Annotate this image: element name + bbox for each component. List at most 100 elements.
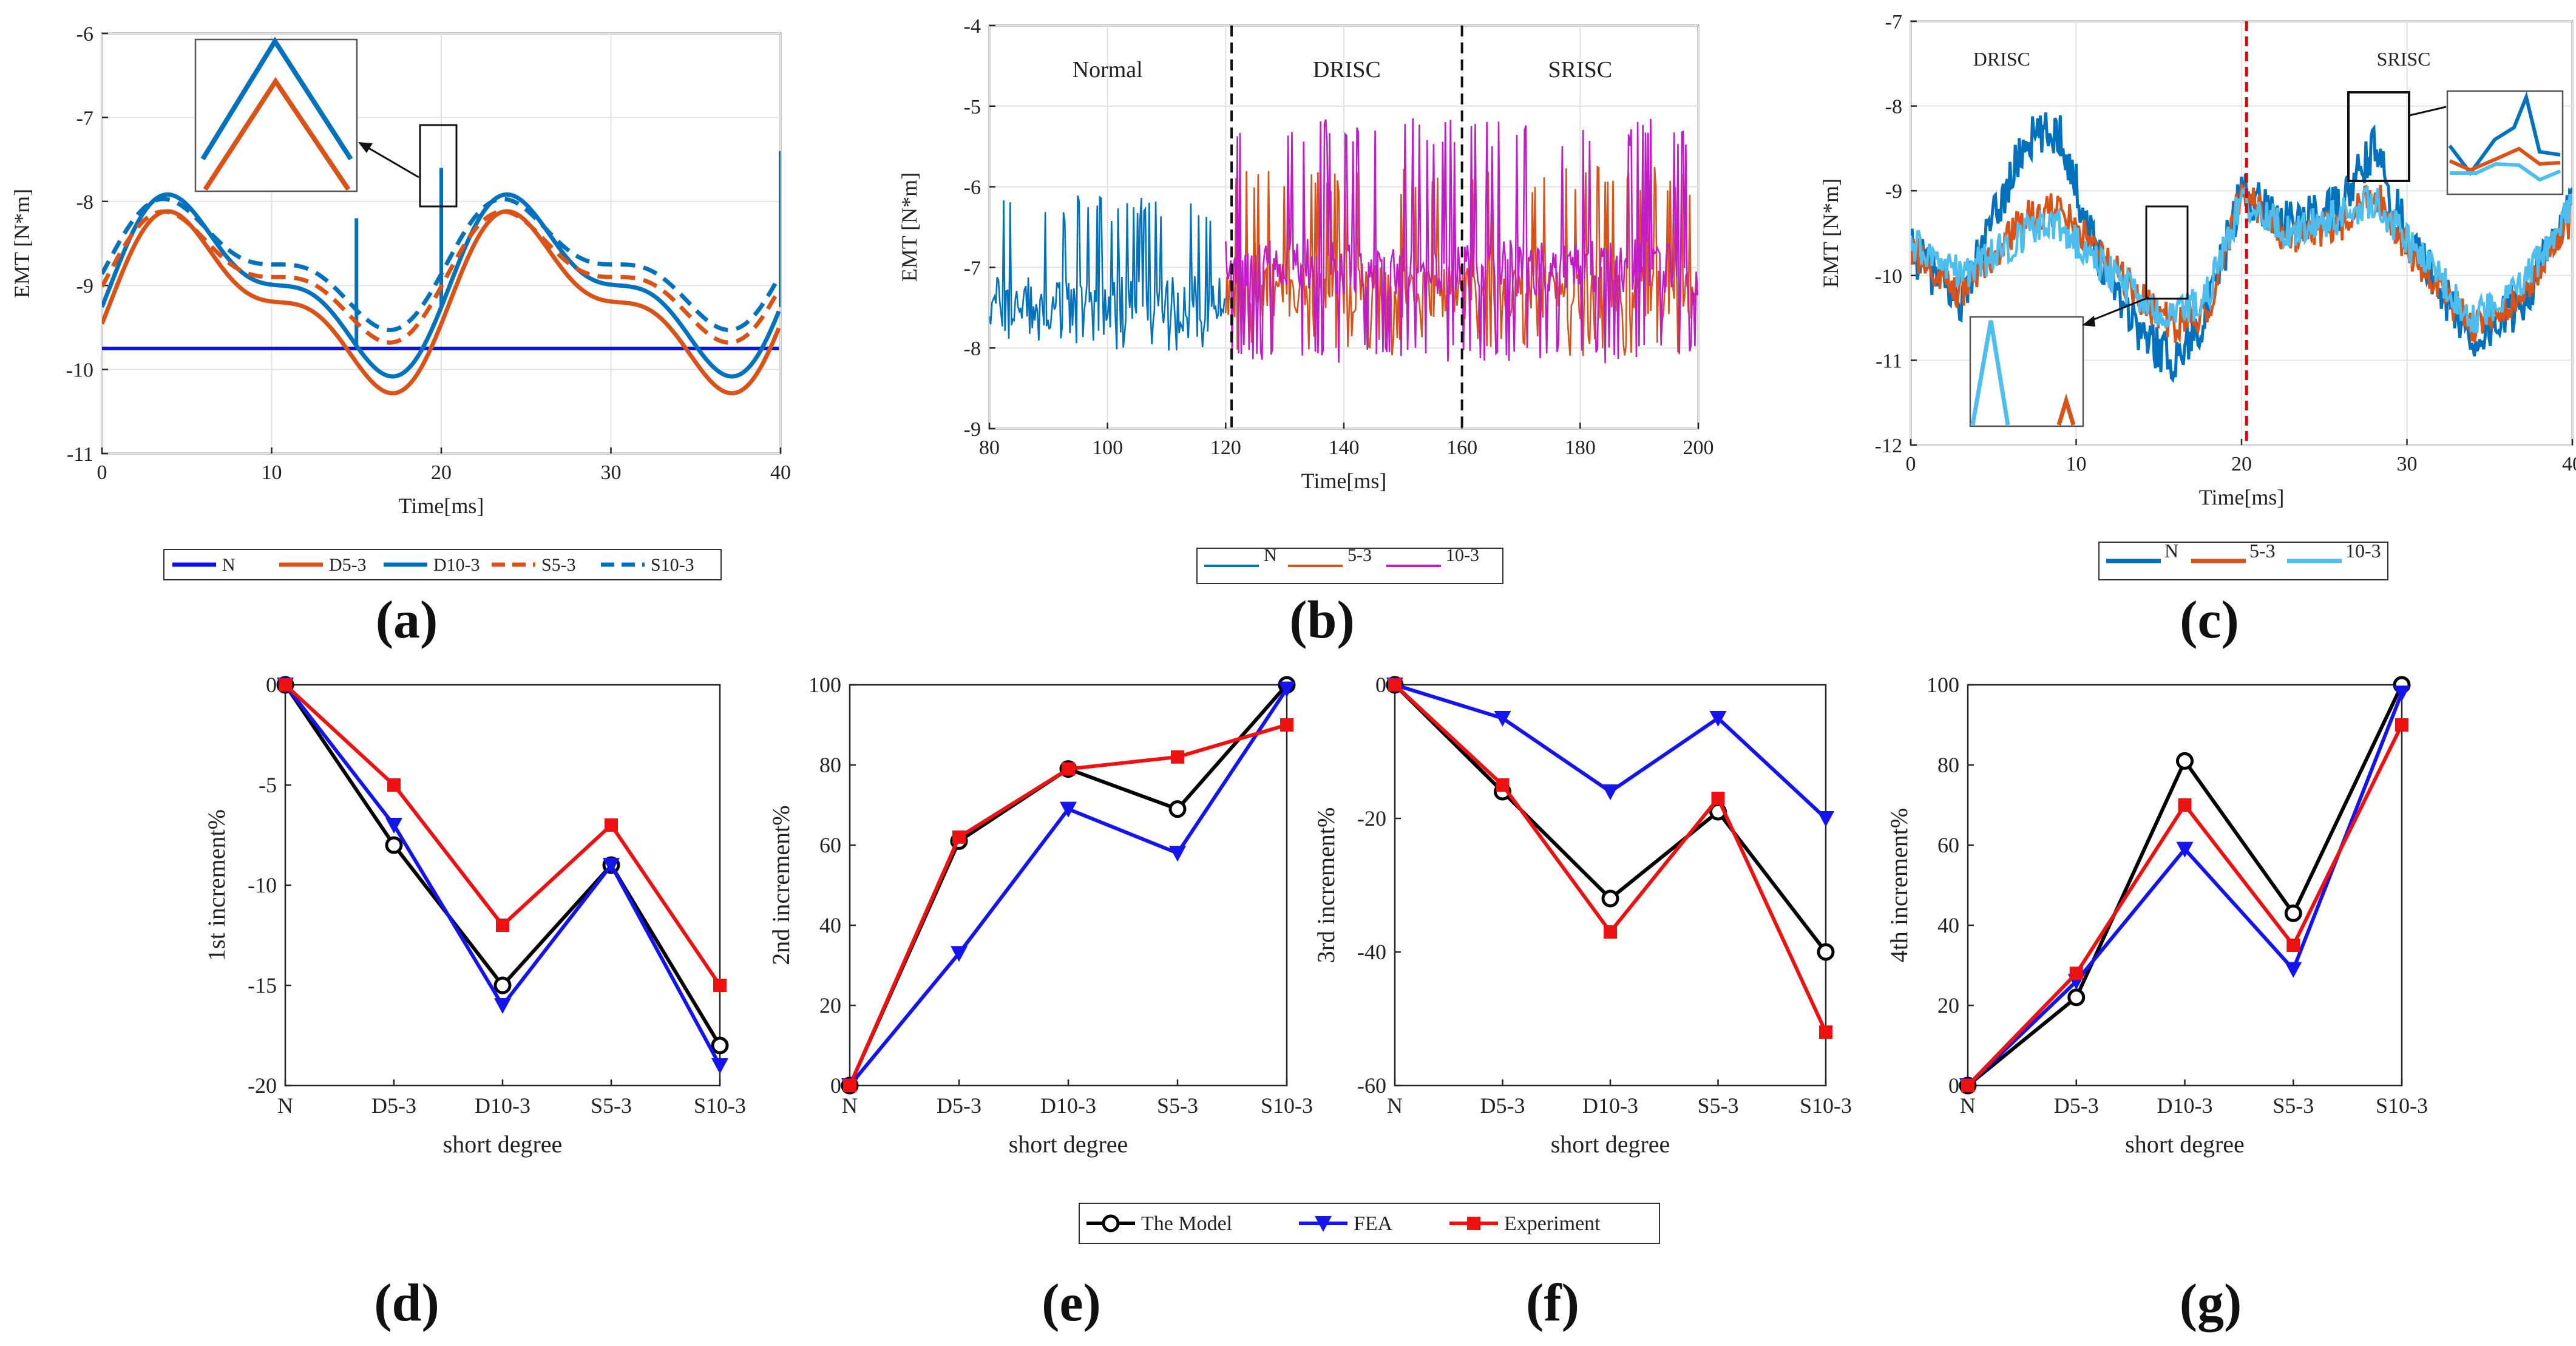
y-tick-label: -7: [76, 107, 93, 129]
data-point: [952, 830, 966, 844]
regime-label: SRISC: [2377, 48, 2431, 70]
legend-label: FEA: [1354, 1212, 1393, 1235]
panel-label: (a): [376, 591, 438, 650]
x-tick-label: 40: [2562, 453, 2576, 475]
data-point: [711, 1036, 729, 1055]
x-tick-label: 30: [2397, 453, 2418, 475]
data-point: [1062, 762, 1075, 776]
inset-line: [1970, 320, 2010, 426]
data-point: [385, 818, 402, 834]
legend-label: D10-3: [433, 555, 480, 575]
x-tick-label: D5-3: [2054, 1093, 2099, 1118]
x-tick-label: 100: [1092, 437, 1123, 459]
data-point: [2393, 685, 2410, 702]
x-tick-label: 0: [97, 461, 107, 484]
x-axis-label: Time[ms]: [399, 494, 484, 518]
y-axis-label: 1st increment%: [203, 809, 230, 961]
data-point: [387, 778, 401, 792]
chart-a: 0 10 20 30 40 -6 -7 -8 -9 -10 -11 Time[ms] EMT [N*m]…: [10, 23, 791, 580]
legend-c: N 5-3 10-3: [2098, 540, 2388, 580]
zoom-box: [419, 124, 458, 208]
x-axis-label: short degree: [1551, 1130, 1670, 1158]
regime-label: SRISC: [1548, 57, 1613, 83]
data-point: [1711, 792, 1725, 805]
data-point: [711, 1058, 728, 1074]
data-point: [1168, 800, 1187, 818]
x-axis-label: short degree: [443, 1130, 563, 1158]
chart-a-series: [102, 151, 781, 396]
data-point: [2285, 962, 2302, 978]
x-tick-label: D10-3: [1040, 1093, 1096, 1118]
x-tick-label: 30: [601, 461, 622, 484]
x-tick-label: S10-3: [2376, 1093, 2428, 1118]
y-tick-label: 20: [819, 993, 841, 1018]
y-axis-label: 2nd increment%: [767, 805, 795, 965]
chart-g: N D5-3 D10-3 S5-3 S10-3 100 80 60 40 20 0 short deg…: [1885, 673, 2428, 1158]
y-tick-label: 60: [1937, 833, 1959, 857]
y-tick-label: 80: [1937, 753, 1959, 777]
series-line-10-3: [1911, 185, 2572, 333]
legend-label: N: [1264, 545, 1277, 565]
legend-label: 10-3: [1446, 545, 1479, 565]
y-tick-label: -8: [964, 338, 981, 360]
y-tick-label: 0: [830, 1073, 841, 1098]
data-point: [843, 1079, 856, 1092]
y-axis-label: EMT [N*m]: [1818, 178, 1843, 288]
data-point: [2176, 752, 2194, 770]
x-tick-label: D10-3: [475, 1093, 530, 1118]
inset-connector: [2409, 106, 2447, 117]
chart-d: N D5-3 D10-3 S5-3 S10-3 0 -5 -10 -15 -20 short deg…: [203, 673, 746, 1158]
chart-b: 80 100 120 140 160 180 200 -4 -5 -6 -7 -8 -9 Time[ms]…: [897, 15, 1714, 584]
x-tick-label: 80: [979, 437, 1000, 459]
y-tick-label: -5: [259, 773, 277, 797]
inset-arrow: [2087, 296, 2149, 323]
arrow-head: [2082, 316, 2095, 327]
chart-c-series: [1911, 112, 2572, 384]
series-line-S10-3: [102, 197, 781, 333]
y-tick-label: -4: [964, 15, 981, 38]
data-point: [1280, 718, 1293, 732]
plot-area: [849, 684, 1288, 1087]
y-tick-label: -11: [67, 443, 93, 466]
x-tick-label: 140: [1329, 437, 1360, 459]
x-tick-label: 180: [1565, 437, 1596, 459]
legend-marker: [1467, 1217, 1480, 1230]
series-line-D10-3: [102, 192, 781, 379]
x-tick-label: D5-3: [371, 1093, 416, 1118]
x-tick-label: 160: [1446, 437, 1477, 459]
x-tick-label: N: [277, 1093, 293, 1118]
zoom-box: [2347, 91, 2410, 182]
x-tick-label: D5-3: [1480, 1093, 1525, 1118]
y-tick-label: -20: [248, 1073, 277, 1098]
x-tick-label: S5-3: [2273, 1093, 2314, 1118]
x-tick-label: N: [1960, 1093, 1976, 1118]
x-tick-label: N: [1387, 1093, 1403, 1118]
y-tick-label: -11: [1876, 350, 1902, 372]
chart-e: N D5-3 D10-3 S5-3 S10-3 100 80 60 40 20 0 short deg…: [767, 673, 1313, 1158]
x-tick-label: D5-3: [937, 1093, 981, 1118]
y-tick-label: 40: [1937, 913, 1959, 937]
legend-label: Experiment: [1504, 1212, 1601, 1235]
legend-label: 5-3: [1347, 545, 1372, 565]
data-point: [1819, 1025, 1832, 1039]
legend-a: N D5-3 D10-3 S5-3 S10-3: [163, 549, 722, 580]
y-tick-label: -7: [1885, 11, 1902, 33]
x-tick-label: S5-3: [1697, 1093, 1738, 1118]
chart-f: N D5-3 D10-3 S5-3 S10-3 0 -20 -40 -60 short degre…: [1312, 673, 1852, 1158]
legend-shared: The Model FEA Experiment: [1079, 1203, 1660, 1244]
data-point: [2176, 841, 2194, 858]
series-line-N: [989, 195, 1225, 351]
legend-b: N 5-3 10-3: [1196, 545, 1503, 584]
legend-label: 10-3: [2345, 540, 2381, 562]
x-tick-label: 20: [431, 461, 452, 484]
x-axis-label: short degree: [1009, 1130, 1128, 1158]
y-tick-label: -5: [964, 96, 981, 118]
data-point: [1496, 778, 1510, 792]
data-point: [1817, 943, 1835, 961]
data-point: [2395, 718, 2408, 732]
x-tick-label: S5-3: [591, 1093, 632, 1118]
data-point: [605, 818, 618, 832]
y-tick-label: -6: [964, 177, 981, 199]
data-point: [279, 678, 292, 692]
